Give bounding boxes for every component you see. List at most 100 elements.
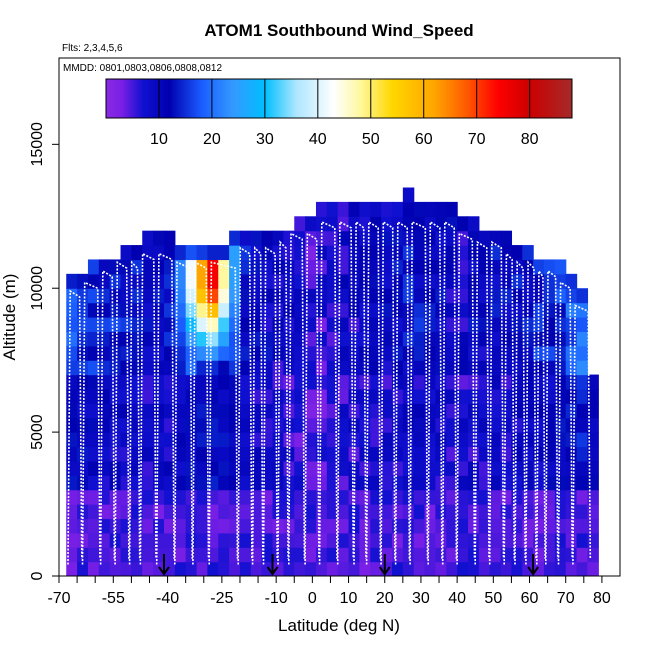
- heatmap-cell: [359, 547, 371, 563]
- heatmap-cell: [533, 489, 545, 505]
- heatmap-cell: [218, 360, 230, 376]
- flight-profile: [237, 246, 253, 565]
- heatmap-cell: [109, 360, 122, 376]
- heatmap-cell: [131, 489, 143, 505]
- heatmap-cell: [457, 475, 469, 491]
- heatmap-cell: [489, 532, 502, 548]
- heatmap-cell: [66, 374, 78, 390]
- heatmap-cell: [489, 489, 502, 505]
- heatmap-cell: [370, 518, 382, 534]
- heatmap-cell: [109, 403, 122, 419]
- flight-profile: [572, 304, 592, 565]
- heatmap-cell: [185, 273, 198, 289]
- heatmap-cell: [77, 432, 89, 448]
- heatmap-cell: [500, 561, 513, 576]
- heatmap-cell: [98, 532, 111, 548]
- heatmap-cell: [565, 345, 578, 361]
- heatmap-cell: [120, 489, 132, 505]
- heatmap-cell: [576, 446, 589, 462]
- heatmap-cell: [489, 547, 502, 563]
- heatmap-cell: [185, 245, 198, 261]
- heatmap-cell: [239, 273, 252, 289]
- heatmap-cell: [391, 403, 404, 419]
- heatmap-cell: [446, 288, 458, 304]
- heatmap-cell: [489, 417, 502, 433]
- heatmap-cell: [565, 403, 578, 419]
- heatmap-cell: [457, 518, 469, 534]
- heatmap-cell: [381, 475, 393, 491]
- heatmap-cell: [576, 374, 589, 390]
- heatmap-cell: [446, 432, 458, 448]
- heatmap-cell: [174, 460, 187, 476]
- heatmap-cell: [196, 432, 208, 448]
- heatmap-cell: [391, 417, 404, 433]
- heatmap-cell: [522, 532, 534, 548]
- heatmap-cell: [142, 259, 154, 275]
- heatmap-cell: [163, 360, 176, 376]
- heatmap-cell: [207, 331, 219, 347]
- heatmap-cell: [467, 417, 480, 433]
- heatmap-cell: [261, 345, 274, 361]
- heatmap-cell: [359, 374, 371, 390]
- heatmap-cell: [77, 547, 89, 563]
- heatmap-cell: [381, 547, 393, 563]
- heatmap-cell: [185, 460, 198, 476]
- heatmap-cell: [131, 518, 143, 534]
- heatmap-cell: [565, 273, 578, 289]
- heatmap-cell: [77, 302, 89, 318]
- heatmap-cell: [120, 374, 132, 390]
- heatmap-cell: [196, 547, 208, 563]
- heatmap-cell: [522, 504, 534, 520]
- heatmap-cell: [533, 532, 545, 548]
- heatmap-cell: [326, 273, 339, 289]
- heatmap-cell: [305, 302, 317, 318]
- heatmap-cell: [446, 561, 458, 576]
- heatmap-cell: [435, 216, 447, 232]
- heatmap-cell: [185, 302, 198, 318]
- heatmap-cell: [153, 518, 165, 534]
- heatmap-cell: [467, 446, 480, 462]
- heatmap-cell: [478, 230, 491, 246]
- heatmap-cell: [109, 417, 122, 433]
- heatmap-cell: [98, 259, 111, 275]
- heatmap-cell: [77, 288, 89, 304]
- heatmap-cell: [576, 388, 589, 404]
- heatmap-cell: [348, 216, 361, 232]
- heatmap-cell: [207, 317, 219, 332]
- heatmap-cell: [87, 432, 100, 448]
- heatmap-cell: [391, 561, 404, 576]
- heatmap-cell: [305, 489, 317, 505]
- heatmap-cell: [142, 504, 154, 520]
- heatmap-cell: [337, 532, 350, 548]
- heatmap-cell: [413, 216, 426, 232]
- heatmap-cell: [435, 201, 447, 217]
- heatmap-cell: [500, 245, 513, 261]
- heatmap-cell: [402, 259, 415, 275]
- heatmap-cell: [359, 201, 371, 217]
- ground-arrows: [158, 554, 539, 576]
- heatmap-cell: [229, 532, 241, 548]
- heatmap-cell: [413, 259, 426, 275]
- heatmap-cell: [348, 288, 361, 304]
- heatmap-cell: [359, 302, 371, 318]
- heatmap-cell: [250, 532, 263, 548]
- heatmap-cell: [370, 345, 382, 361]
- heatmap-cell: [370, 317, 382, 332]
- heatmap-cell: [272, 547, 284, 563]
- heatmap-cell: [478, 345, 491, 361]
- heatmap-cell: [533, 561, 545, 576]
- heatmap-cell: [391, 460, 404, 476]
- heatmap-cell: [163, 417, 176, 433]
- heatmap-cell: [457, 547, 469, 563]
- ground-arrow-head: [527, 566, 539, 576]
- heatmap-cell: [381, 403, 393, 419]
- heatmap-cell: [153, 532, 165, 548]
- heatmap-cell: [565, 547, 578, 563]
- heatmap-cell: [229, 547, 241, 563]
- heatmap-cell: [565, 317, 578, 332]
- heatmap-cell: [98, 475, 111, 491]
- heatmap-cell: [391, 302, 404, 318]
- heatmap-cell: [294, 460, 306, 476]
- heatmap-cell: [153, 504, 165, 520]
- heatmap-cell: [218, 245, 230, 261]
